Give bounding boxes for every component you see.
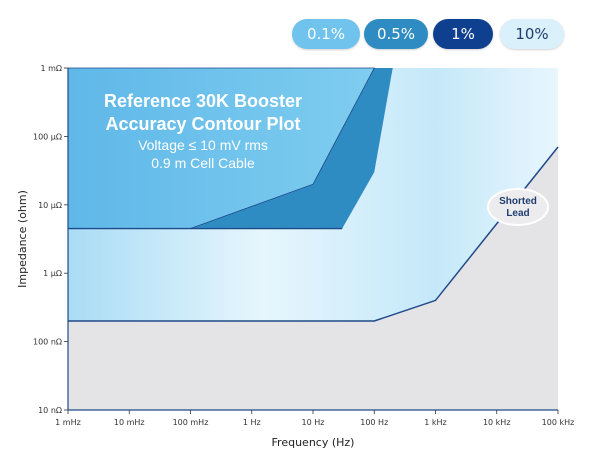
x-tick-label-0: 1 mHz: [55, 418, 81, 427]
shorted-lead-label-line-0: Shorted: [499, 196, 537, 207]
chart-title-line-0: Reference 30K Booster: [104, 91, 302, 111]
y-tick-label-4: 100 nΩ: [33, 338, 62, 347]
y-tick-label-5: 10 nΩ: [38, 406, 62, 415]
shorted-lead-boundary: [68, 146, 559, 322]
legend-item-0-1pct: 0.1%: [292, 19, 360, 49]
chart-title-line-1: Accuracy Contour Plot: [105, 114, 300, 134]
legend-item-1pct: 1%: [433, 19, 493, 49]
chart-subtitle-line-0: Voltage ≤ 10 mV rms: [138, 137, 268, 153]
x-tick-label-1: 10 mHz: [114, 418, 145, 427]
x-tick-label-4: 10 Hz: [302, 418, 325, 427]
y-tick-label-3: 1 µΩ: [43, 269, 62, 278]
legend-item-0-5pct: 0.5%: [364, 19, 428, 49]
x-tick-label-8: 100 kHz: [542, 418, 575, 427]
shorted-lead-label-line-1: Lead: [506, 208, 529, 219]
legend-item-10pct: 10%: [500, 19, 564, 49]
shorted-lead-badge: [487, 188, 549, 226]
x-tick-label-6: 1 kHz: [424, 418, 446, 427]
y-tick-label-1: 100 µΩ: [33, 132, 62, 141]
y-tick-label-0: 1 mΩ: [40, 64, 62, 73]
x-tick-label-2: 100 mHz: [173, 418, 209, 427]
y-axis-label: Impedance (ohm): [16, 190, 29, 288]
chart-subtitle-line-1: 0.9 m Cell Cable: [151, 155, 255, 171]
x-tick-label-3: 1 Hz: [243, 418, 261, 427]
region-shorted-lead: [68, 146, 558, 410]
x-tick-label-7: 10 kHz: [483, 418, 511, 427]
x-axis-label: Frequency (Hz): [272, 436, 355, 449]
x-tick-label-5: 100 Hz: [360, 418, 388, 427]
y-tick-label-2: 10 µΩ: [38, 201, 62, 210]
